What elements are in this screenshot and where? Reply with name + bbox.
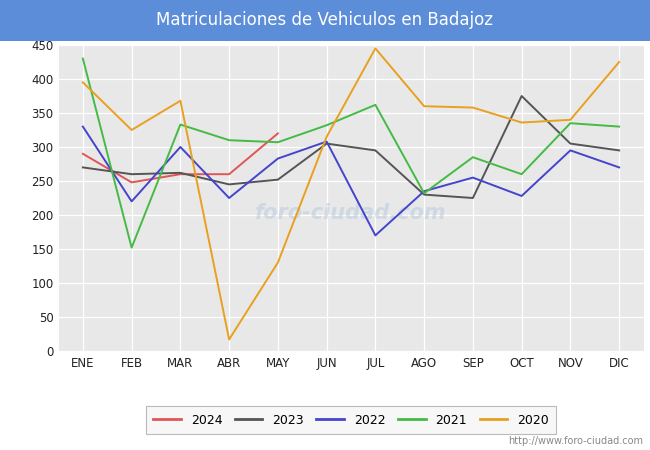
Legend: 2024, 2023, 2022, 2021, 2020: 2024, 2023, 2022, 2021, 2020: [146, 406, 556, 434]
Text: http://www.foro-ciudad.com: http://www.foro-ciudad.com: [508, 436, 644, 446]
Text: foro-ciudad.com: foro-ciudad.com: [255, 203, 447, 223]
Text: Matriculaciones de Vehiculos en Badajoz: Matriculaciones de Vehiculos en Badajoz: [157, 11, 493, 29]
